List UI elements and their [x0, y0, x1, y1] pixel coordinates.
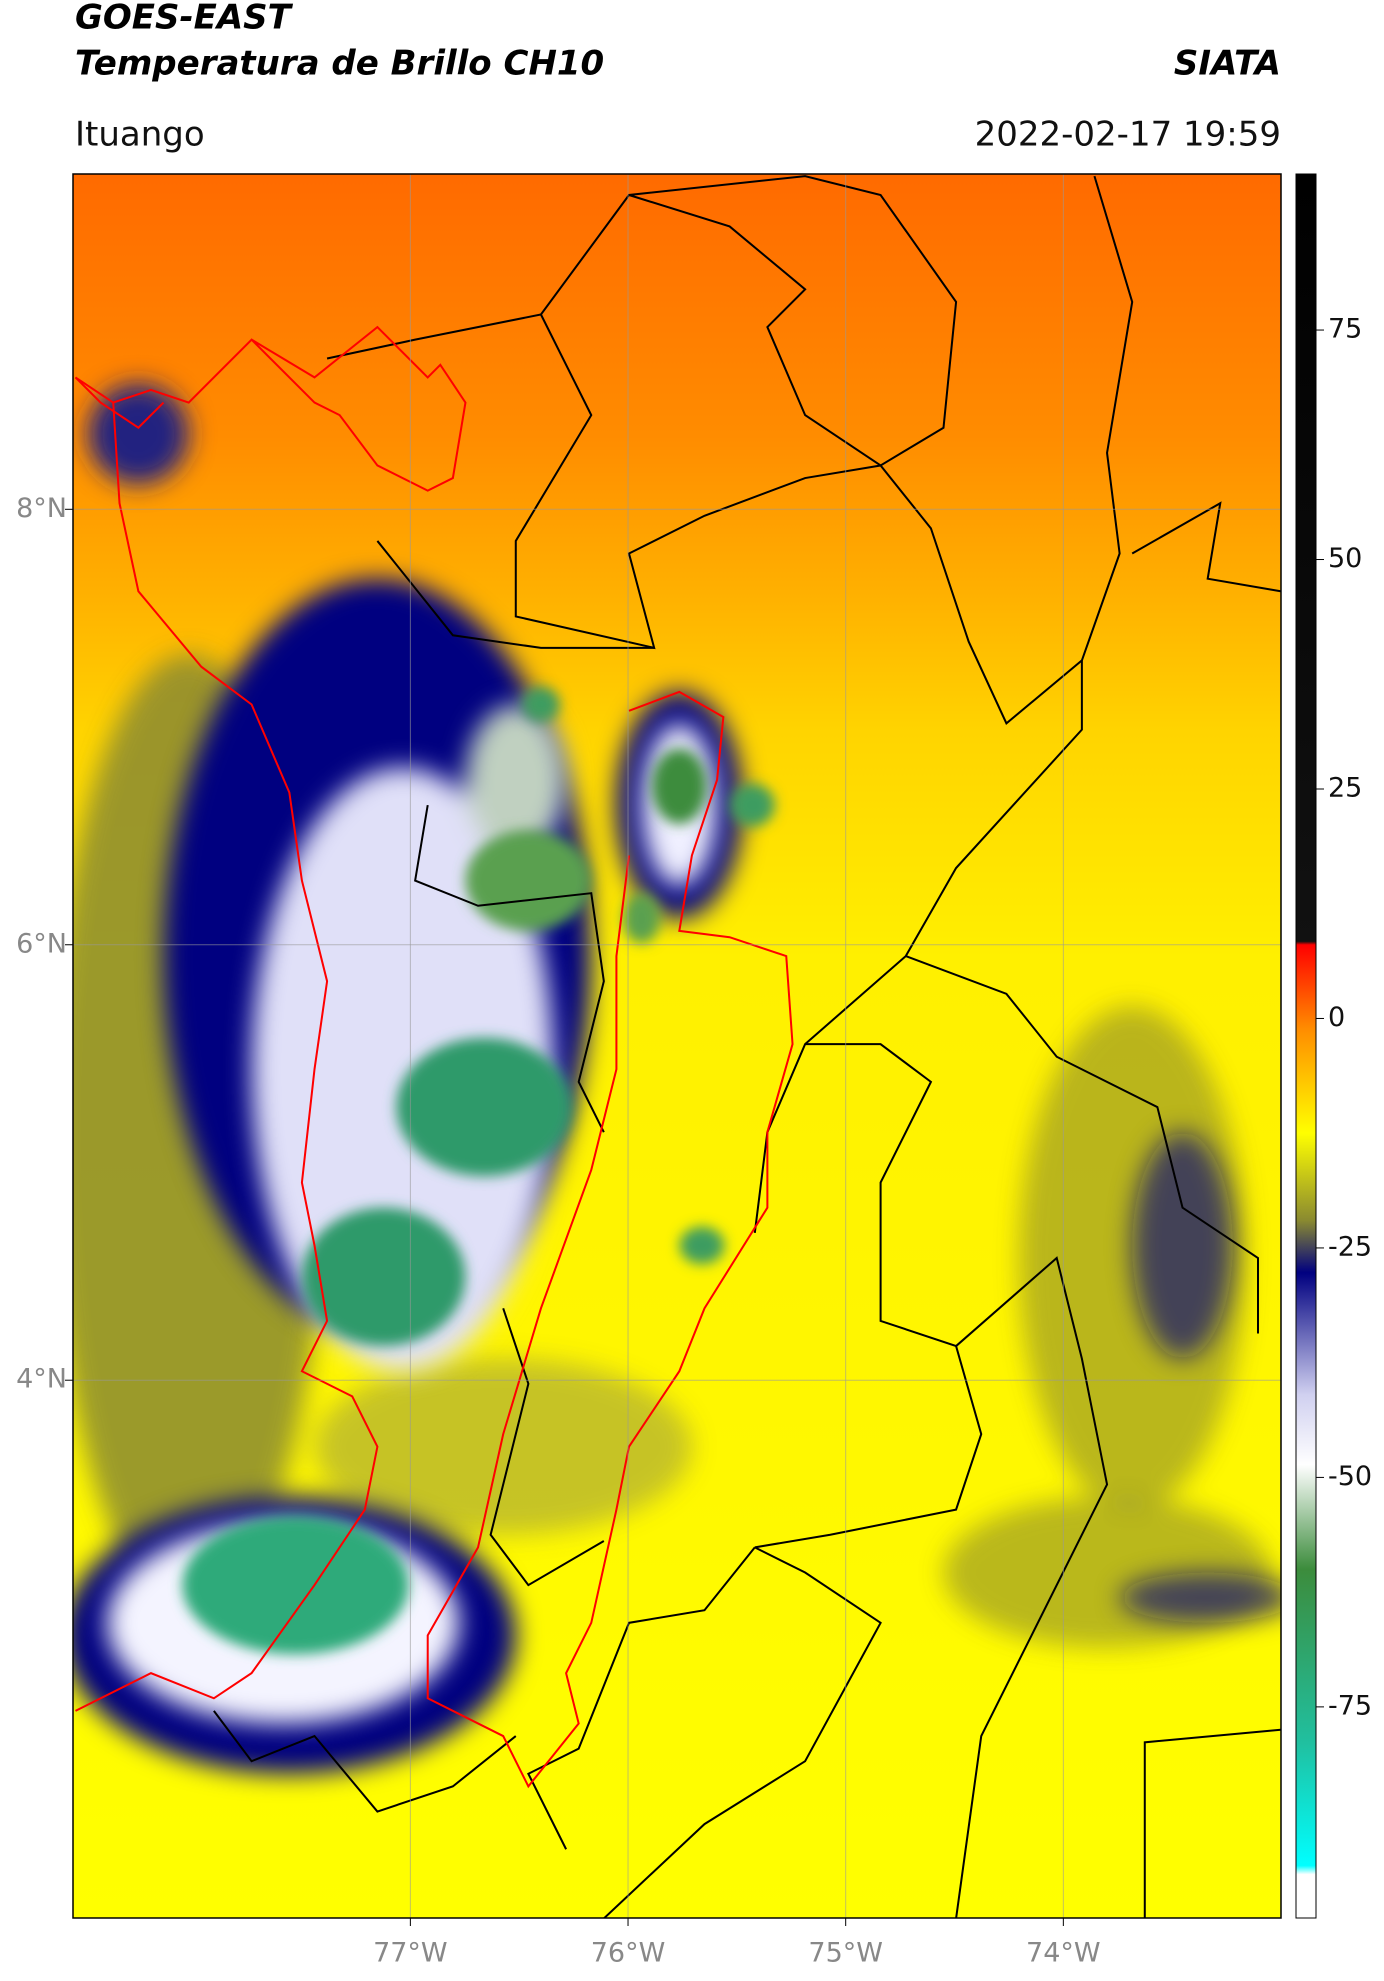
colorbar-tick-label: 25 — [1328, 772, 1362, 803]
x-tick-label: 74°W — [1026, 1938, 1101, 1969]
satellite-image — [73, 174, 1281, 1918]
colorbar-tick-label: 75 — [1328, 314, 1362, 345]
x-tick-label: 75°W — [808, 1938, 883, 1969]
graticule — [73, 174, 1281, 1918]
coastline-border — [74, 325, 794, 1789]
source: SIATA — [1174, 44, 1281, 84]
y-tick-label: 4°N — [16, 1364, 67, 1395]
y-tick-label: 8°N — [16, 493, 67, 524]
colorbar-tick-label: -75 — [1328, 1690, 1372, 1721]
subtitle: Temperatura de Brillo CH10 — [75, 44, 604, 84]
datetime: 2022-02-17 19:59 — [975, 115, 1281, 155]
x-tick-label: 77°W — [373, 1938, 448, 1969]
colorbar — [1295, 173, 1317, 1919]
colorbar-tick-label: -50 — [1328, 1461, 1372, 1492]
admin-borders — [213, 175, 1281, 1918]
colorbar-tick-label: 50 — [1328, 543, 1362, 574]
colorbar-tick-label: 0 — [1328, 1002, 1345, 1033]
map-frame — [72, 173, 1282, 1919]
colorbar-tick-label: -25 — [1328, 1231, 1372, 1262]
title: GOES-EAST — [75, 0, 294, 38]
x-tick-label: 76°W — [591, 1938, 666, 1969]
location: Ituango — [75, 115, 205, 155]
y-tick-label: 6°N — [16, 928, 67, 959]
